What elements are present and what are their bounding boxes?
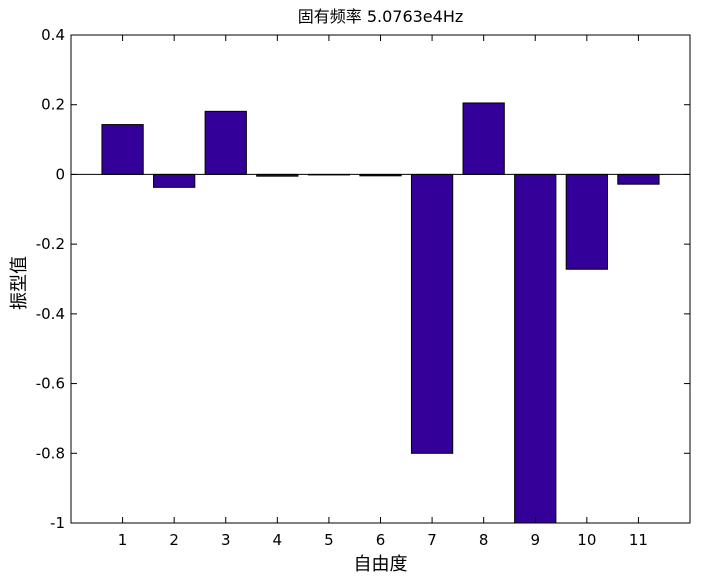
bar-3 [204,110,247,175]
x-tick-label: 5 [324,531,334,549]
bars-layer [101,102,660,524]
x-tick-label: 4 [273,531,283,549]
plot-frame [70,34,691,524]
x-tick-label: 6 [376,531,386,549]
x-axis-label: 自由度 [353,554,408,575]
y-tick-label: -0.6 [36,375,65,393]
y-tick-label: 0.4 [41,26,65,44]
y-tick-label: -1 [50,514,65,532]
y-tick-label: -0.2 [36,235,65,253]
ticks-layer: 1 2 3 4 5 6 7 8 9 10 11 -1 -0.8 -0.6 -0.4 -0.2 0 0.2 0.4 [36,26,690,549]
bar-10 [565,173,608,270]
bar-7 [410,173,454,454]
x-tick-label: 3 [221,531,231,549]
x-tick-label: 9 [530,531,540,549]
bar-1 [101,124,144,175]
bar-11 [617,173,660,185]
bar-2 [153,173,196,188]
x-tick-label: 1 [118,531,128,549]
bar-9 [514,173,557,524]
x-tick-label: 8 [479,531,489,549]
y-tick-label: 0.2 [41,96,65,114]
x-tick-label: 11 [629,531,648,549]
x-tick-label: 2 [169,531,179,549]
chart-title: 固有频率 5.0763e4Hz [297,7,464,26]
x-tick-label: 10 [577,531,596,549]
bar-8 [462,102,505,175]
y-tick-label: 0 [55,165,65,183]
x-tick-label: 7 [427,531,437,549]
y-tick-label: -0.4 [36,305,65,323]
y-tick-label: -0.8 [36,444,65,462]
